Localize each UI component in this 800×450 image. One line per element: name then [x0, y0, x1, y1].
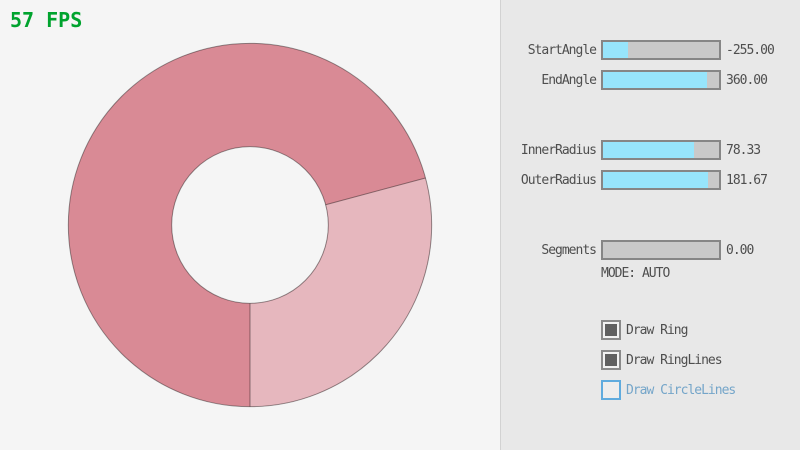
- checkbox-label-draw-ring: Draw Ring: [626, 322, 688, 338]
- checkbox-label-draw-ringlines: Draw RingLines: [626, 352, 723, 368]
- slider-fill: [603, 42, 628, 58]
- slider-label-endangle: EndAngle: [541, 72, 597, 88]
- slider-value-endangle: 360.00: [726, 72, 768, 88]
- slider-endangle[interactable]: [601, 70, 721, 90]
- ring-outer-outline: [67, 42, 433, 408]
- checkbox-mark: [605, 354, 617, 366]
- slider-outerradius[interactable]: [601, 170, 721, 190]
- slider-value-innerradius: 78.33: [726, 142, 761, 158]
- segments-mode-label: MODE: AUTO: [601, 265, 670, 281]
- checkbox-draw-ring[interactable]: [601, 320, 621, 340]
- slider-label-startangle: StartAngle: [527, 42, 597, 58]
- ring-inner-outline: [171, 146, 329, 304]
- checkbox-mark: [605, 324, 617, 336]
- ring-radial-line-upper-right: [325, 177, 426, 206]
- slider-segments[interactable]: [601, 240, 721, 260]
- checkbox-draw-circlelines[interactable]: [601, 380, 621, 400]
- slider-label-segments: Segments: [541, 242, 597, 258]
- control-panel: StartAngle -255.00 EndAngle 360.00 Inner…: [500, 0, 800, 450]
- slider-fill: [603, 172, 708, 188]
- fps-counter: 57 FPS: [10, 8, 83, 32]
- slider-startangle[interactable]: [601, 40, 721, 60]
- slider-innerradius[interactable]: [601, 140, 721, 160]
- slider-fill: [603, 72, 707, 88]
- checkbox-draw-ringlines[interactable]: [601, 350, 621, 370]
- slider-value-outerradius: 181.67: [726, 172, 768, 188]
- checkbox-label-draw-circlelines: Draw CircleLines: [626, 382, 736, 398]
- slider-label-outerradius: OuterRadius: [520, 172, 597, 188]
- ring-single-pass-region: [250, 177, 432, 407]
- slider-fill: [603, 142, 694, 158]
- slider-label-innerradius: InnerRadius: [520, 142, 597, 158]
- slider-value-startangle: -255.00: [726, 42, 775, 58]
- slider-value-segments: 0.00: [726, 242, 754, 258]
